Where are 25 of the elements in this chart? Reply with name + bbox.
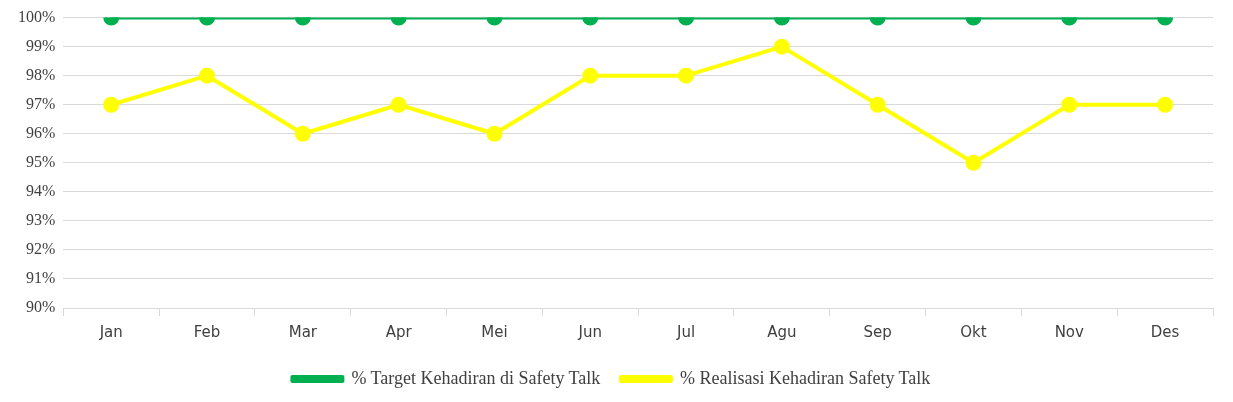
y-tick-label: 91% (26, 269, 56, 287)
x-tick-label: Okt (960, 322, 987, 341)
y-tick-label: 92% (26, 240, 56, 258)
x-tick-label: Sep (863, 322, 892, 341)
y-tick-label: 97% (26, 94, 56, 112)
x-tick-label: Agu (767, 322, 797, 341)
x-tick-label: Jun (577, 322, 602, 341)
x-tick-label: Jul (676, 322, 696, 341)
y-tick-label: 99% (26, 36, 56, 54)
y-tick-label: 95% (26, 153, 56, 170)
legend-label: % Target Kehadiran di Safety Talk (351, 367, 601, 388)
y-tick-label: 94% (26, 182, 56, 200)
y-tick-label: 98% (26, 65, 56, 83)
x-tick-label: Mei (481, 322, 508, 341)
y-tick-label: 100% (18, 7, 56, 25)
legend-label: % Realisasi Kehadiran Safety Talk (679, 367, 931, 388)
x-tick-label: Jan (98, 322, 123, 341)
y-tick-label: 90% (26, 298, 56, 316)
y-tick-label: 96% (26, 123, 56, 141)
x-tick-label: Apr (385, 322, 413, 341)
x-tick-label: Des (1150, 322, 1180, 341)
y-tick-label: 93% (26, 211, 56, 229)
x-tick-label: Feb (193, 322, 221, 341)
x-tick-label: Nov (1054, 322, 1085, 341)
x-tick-label: Mar (288, 322, 318, 341)
